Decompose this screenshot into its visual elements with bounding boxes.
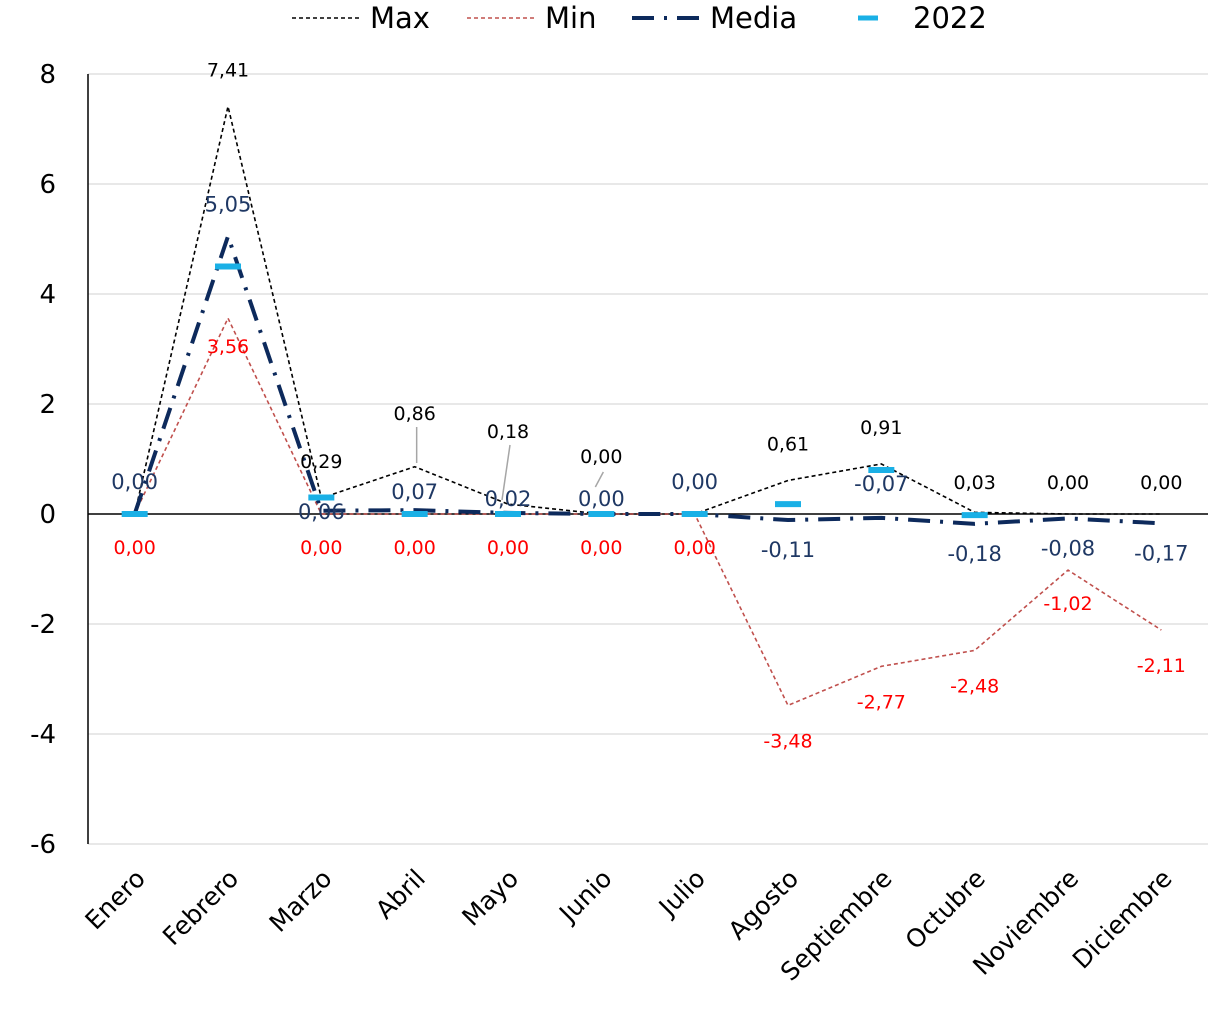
gridlines <box>88 73 1208 845</box>
min-data-label: 3,56 <box>207 336 249 358</box>
series-min-line <box>133 317 1162 707</box>
media-data-label: 0,00 <box>578 487 625 511</box>
min-data-label: 0,00 <box>487 537 529 559</box>
media-data-label: 0,06 <box>298 500 345 524</box>
max-data-label: 0,61 <box>767 433 809 455</box>
min-data-label: 0,00 <box>580 537 622 559</box>
leader-line <box>594 471 604 488</box>
max-data-label: 0,03 <box>954 472 996 494</box>
series-lines <box>121 105 1162 707</box>
max-data-label: 7,41 <box>207 59 249 81</box>
y-tick-label: 8 <box>39 60 56 90</box>
media-data-label: -0,17 <box>1134 541 1188 565</box>
y-tick-label: 2 <box>39 390 56 420</box>
y-tick-label: 4 <box>39 280 56 310</box>
x-tick-label: Marzo <box>264 864 338 938</box>
media-data-label: 5,05 <box>205 192 252 216</box>
series-max-line <box>133 105 1162 515</box>
min-data-label: -2,77 <box>857 691 906 713</box>
max-data-label: 0,86 <box>394 403 436 425</box>
media-data-label: 0,02 <box>485 487 532 511</box>
media-data-label: -0,18 <box>947 542 1001 566</box>
min-data-label: 0,00 <box>674 537 716 559</box>
y-tick-label: -6 <box>30 830 56 860</box>
x-tick-label: Enero <box>79 864 150 935</box>
max-data-label: 0,29 <box>300 451 342 473</box>
min-data-label: 0,00 <box>114 537 156 559</box>
legend-label-media: Media <box>710 1 797 35</box>
media-data-label: -0,11 <box>761 538 815 562</box>
x-tick-label: Mayo <box>456 864 524 932</box>
y-tick-label: 6 <box>39 170 56 200</box>
x-tick-label: Octubre <box>900 864 991 955</box>
media-data-label: 0,00 <box>111 470 158 494</box>
data-labels: 7,41 0,29 0,86 0,18 0,00 0,61 0,91 0,03 0,00 0,00… <box>111 59 1188 752</box>
y-tick-label: -2 <box>30 610 56 640</box>
media-data-label: -0,07 <box>854 472 908 496</box>
legend-label-max: Max <box>370 1 430 35</box>
max-data-label: 0,00 <box>1047 472 1089 494</box>
min-data-label: -2,48 <box>950 675 999 697</box>
min-data-label: -3,48 <box>763 730 812 752</box>
y-tick-label: 0 <box>39 500 56 530</box>
legend-label-min: Min <box>545 1 596 35</box>
x-tick-label: Agosto <box>723 864 805 946</box>
x-tick-label: Junio <box>552 864 617 929</box>
max-data-label: 0,00 <box>580 446 622 468</box>
max-data-label: 0,00 <box>1140 472 1182 494</box>
series-media-line <box>132 234 1162 526</box>
min-data-label: -1,02 <box>1043 593 1092 615</box>
max-data-label: 0,91 <box>860 417 902 439</box>
y-tick-label: -4 <box>30 720 56 750</box>
legend-label-2022: 2022 <box>913 1 987 35</box>
leader-line <box>501 444 511 501</box>
max-data-label: 0,18 <box>487 421 529 443</box>
x-tick-label: Julio <box>652 864 711 923</box>
media-data-label: -0,08 <box>1041 536 1095 560</box>
min-data-label: -2,11 <box>1137 655 1186 677</box>
x-tick-label: Abril <box>370 864 431 925</box>
min-data-label: 0,00 <box>394 537 436 559</box>
media-data-label: 0,07 <box>391 480 438 504</box>
media-data-label: 0,00 <box>671 470 718 494</box>
x-tick-label: Diciembre <box>1067 864 1178 975</box>
axes <box>87 74 1208 844</box>
legend: Max Min Media 2022 <box>292 1 987 35</box>
x-tick-label: Febrero <box>157 864 244 951</box>
min-data-label: 0,00 <box>300 537 342 559</box>
